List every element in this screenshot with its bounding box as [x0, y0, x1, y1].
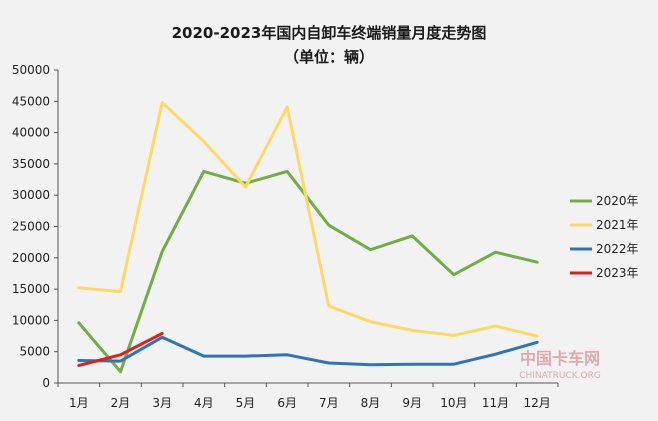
y-tick-label: 40000	[12, 126, 50, 140]
chart-subtitle: （单位：辆）	[284, 48, 374, 66]
legend-item: 2023年	[570, 266, 639, 280]
data-point	[494, 324, 497, 328]
legend-label: 2022年	[596, 242, 639, 256]
x-tick-label: 4月	[194, 396, 214, 410]
data-point	[369, 363, 372, 367]
data-point	[410, 363, 414, 366]
data-point	[410, 234, 414, 238]
data-point	[410, 329, 414, 332]
legend-label: 2021年	[596, 218, 639, 232]
data-point	[285, 170, 289, 173]
data-point	[535, 341, 539, 344]
y-tick-label: 0	[42, 376, 50, 390]
y-tick-label: 50000	[12, 63, 50, 77]
x-tick-label: 7月	[319, 396, 339, 410]
y-tick-label: 10000	[12, 313, 50, 327]
data-point	[327, 304, 331, 308]
data-point	[160, 332, 164, 335]
data-point	[535, 334, 539, 338]
x-tick-label: 8月	[361, 396, 381, 410]
series-lines	[77, 101, 539, 374]
legend: 2020年 2021年 2022年 2023年	[570, 194, 639, 280]
chart-title: 2020-2023年国内自卸车终端销量月度走势图	[172, 24, 487, 42]
data-point	[535, 260, 539, 264]
legend-label: 2023年	[596, 266, 639, 280]
y-tick-label: 20000	[12, 251, 50, 265]
y-tick-label: 35000	[12, 157, 50, 171]
x-tick-label: 12月	[524, 396, 551, 410]
x-tick-label: 1月	[69, 396, 89, 410]
y-tick-label: 5000	[19, 345, 50, 359]
data-point	[77, 359, 81, 362]
data-point	[285, 353, 289, 357]
x-tick-label: 9月	[402, 396, 422, 410]
data-point	[494, 250, 497, 254]
y-tick-label: 25000	[12, 220, 50, 234]
watermark: 中国卡车网 CHINATRUCK.ORG	[519, 349, 601, 381]
data-point	[160, 250, 164, 253]
series-line-1	[77, 169, 539, 374]
data-point	[327, 361, 331, 365]
watermark-text: 中国卡车网	[520, 349, 600, 368]
legend-label: 2020年	[596, 194, 639, 208]
data-point	[202, 140, 206, 143]
data-point	[119, 370, 122, 373]
data-point	[327, 224, 331, 227]
data-point	[202, 170, 206, 173]
data-point	[452, 273, 456, 276]
legend-item: 2020年	[570, 194, 639, 208]
y-tick-label: 15000	[12, 282, 50, 296]
series-line-3	[77, 335, 539, 367]
data-point	[452, 334, 456, 337]
x-tick-label: 6月	[277, 396, 297, 410]
watermark-subtext: CHINATRUCK.ORG	[519, 371, 601, 381]
data-point	[77, 286, 81, 290]
data-point	[452, 363, 456, 366]
data-point	[160, 101, 164, 104]
x-tick-label: 10月	[440, 396, 467, 410]
data-point	[160, 336, 164, 339]
data-point	[77, 364, 81, 367]
data-point	[494, 353, 497, 356]
legend-item: 2021年	[570, 218, 639, 232]
y-tick-label: 45000	[12, 94, 50, 108]
data-point	[244, 354, 247, 358]
x-tick-label: 5月	[236, 396, 256, 410]
x-tick-label: 3月	[152, 396, 172, 410]
x-tick-label: 11月	[482, 396, 509, 410]
y-tick-label: 30000	[12, 188, 50, 202]
legend-item: 2022年	[570, 242, 639, 256]
data-point	[119, 359, 122, 363]
data-point	[202, 354, 206, 358]
data-point	[285, 105, 289, 109]
data-point	[244, 185, 247, 189]
y-axis-ticks: 0 5000 10000 15000 20000 25000 30000 35000 40000…	[12, 63, 58, 390]
x-tick-label: 2月	[111, 396, 131, 410]
data-point	[369, 320, 372, 323]
data-point	[369, 248, 372, 251]
x-axis-ticks: 1月 2月 3月 4月 5月 6月 7月 8月 9月 10月 11月 12月	[57, 383, 559, 410]
series-line-2	[77, 101, 539, 338]
data-point	[119, 353, 122, 357]
data-point	[77, 321, 81, 325]
data-point	[119, 290, 122, 293]
